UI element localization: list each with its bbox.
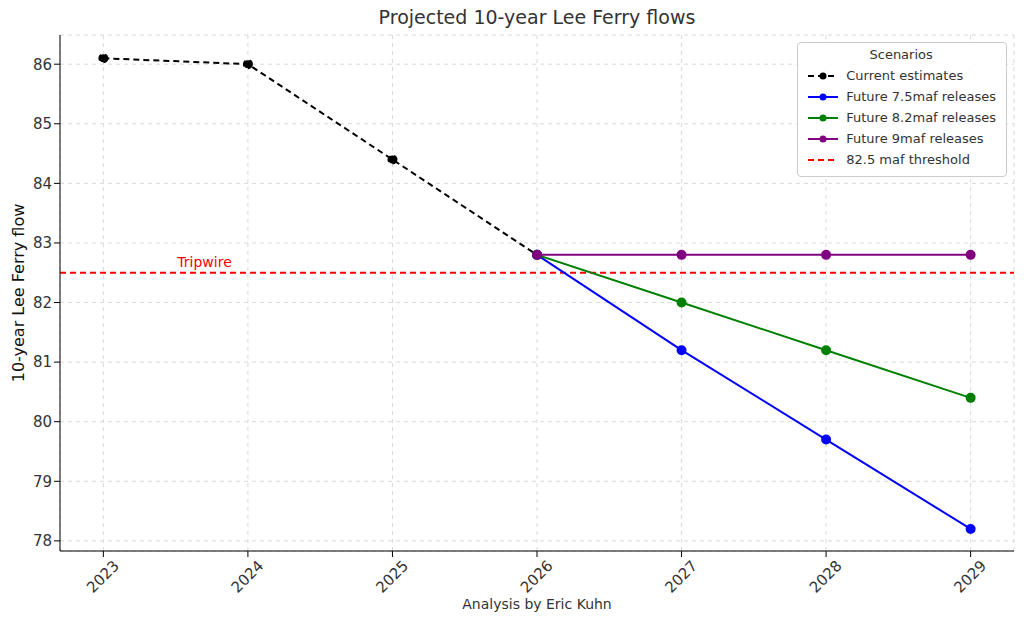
svg-text:2024: 2024 [228, 557, 268, 597]
html-text:Future 7.5maf releases: Future 7.5maf releases [846, 89, 996, 104]
html-text:Projected 10-year Lee Ferry fl: Projected 10-year Lee Ferry flows [378, 6, 696, 28]
svg-text:85: 85 [33, 115, 52, 133]
svg-text:2025: 2025 [372, 557, 412, 597]
html-text:Scenarios: Scenarios [869, 47, 933, 62]
html-text:82.5 maf threshold: 82.5 maf threshold [846, 152, 970, 167]
svg-text:84: 84 [33, 175, 52, 193]
svg-text:86: 86 [33, 56, 52, 74]
svg-text:2027: 2027 [661, 557, 701, 597]
svg-text:82: 82 [33, 294, 52, 312]
svg-text:78: 78 [33, 532, 52, 550]
svg-text:79: 79 [33, 473, 52, 491]
html-text:Analysis by Eric Kuhn: Analysis by Eric Kuhn [462, 596, 612, 612]
svg-text:81: 81 [33, 353, 52, 371]
html-text:10-year Lee Ferry flow: 10-year Lee Ferry flow [8, 203, 28, 383]
html-text:Future 8.2maf releases: Future 8.2maf releases [846, 110, 996, 125]
svg-text:2023: 2023 [83, 557, 123, 597]
svg-text:2029: 2029 [950, 557, 990, 597]
svg-text:2026: 2026 [517, 557, 557, 597]
html-text:Future 9maf releases: Future 9maf releases [846, 131, 984, 146]
html-text:Current estimates: Current estimates [846, 68, 964, 83]
svg-text:83: 83 [33, 234, 52, 252]
svg-text:Tripwire: Tripwire [176, 254, 231, 270]
svg-text:2028: 2028 [806, 557, 846, 597]
svg-text:80: 80 [33, 413, 52, 431]
